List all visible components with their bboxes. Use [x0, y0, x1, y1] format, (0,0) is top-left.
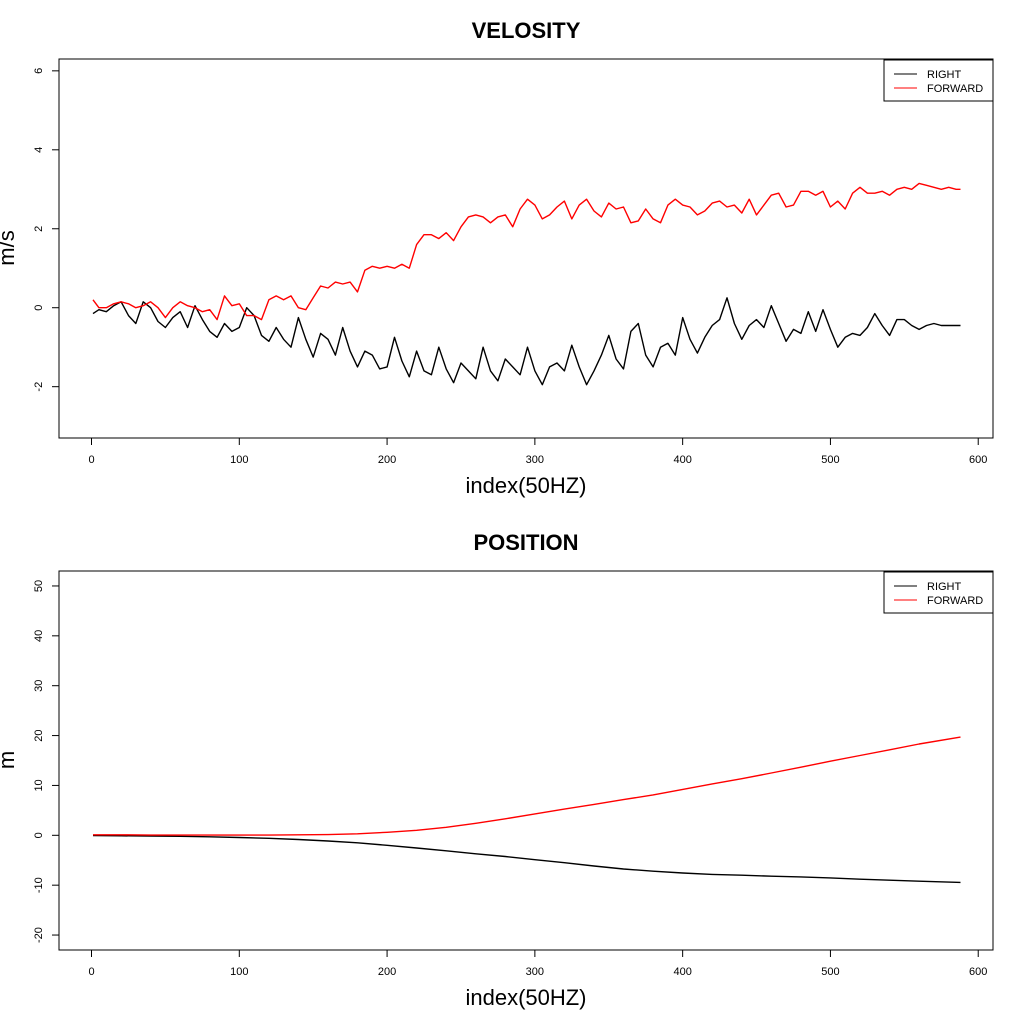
y-tick-label: -20 [33, 927, 45, 943]
x-tick-label: 600 [969, 966, 987, 978]
chart-title: POSITION [473, 530, 578, 555]
y-tick-label: 0 [33, 832, 45, 838]
y-axis-title: m/s [0, 230, 19, 265]
x-tick-label: 200 [378, 966, 396, 978]
y-tick-label: 20 [33, 729, 45, 741]
plot-frame [58, 570, 994, 951]
y-tick-label: 2 [33, 226, 45, 232]
y-tick-label: 40 [33, 630, 45, 642]
series-group [92, 736, 961, 884]
legend-label-forward: FORWARD [927, 83, 983, 95]
x-tick-label: 400 [673, 966, 691, 978]
y-tick-label: -10 [33, 877, 45, 893]
y-tick-label: 4 [33, 147, 45, 153]
position-chart: POSITION 0 100 200 300 400 500 600 -20 -10 0 10 20… [0, 530, 994, 1010]
x-tick-label: 300 [526, 966, 544, 978]
x-axis: 0 100 200 300 400 500 600 [88, 950, 987, 978]
x-tick-label: 400 [673, 454, 691, 466]
y-tick-label: 50 [33, 580, 45, 592]
plot-frame [58, 58, 994, 439]
x-axis-title: index(50HZ) [465, 473, 586, 498]
series-line-right [92, 297, 961, 386]
x-axis-title: index(50HZ) [465, 985, 586, 1010]
y-tick-label: 30 [33, 680, 45, 692]
legend-box [883, 571, 994, 614]
x-tick-label: 500 [821, 966, 839, 978]
legend-label-right: RIGHT [927, 581, 962, 593]
y-tick-label: -2 [33, 382, 45, 392]
x-tick-label: 300 [526, 454, 544, 466]
x-tick-label: 100 [230, 966, 248, 978]
legend-label-forward: FORWARD [927, 595, 983, 607]
legend-box [883, 59, 994, 102]
y-tick-label: 6 [33, 68, 45, 74]
series-line-forward [92, 182, 961, 321]
series-group [92, 182, 961, 386]
x-tick-label: 0 [88, 966, 94, 978]
legend: RIGHT FORWARD [883, 59, 994, 102]
x-tick-label: 100 [230, 454, 248, 466]
legend: RIGHT FORWARD [883, 571, 994, 614]
chart-title: VELOSITY [472, 18, 581, 43]
x-tick-label: 200 [378, 454, 396, 466]
legend-label-right: RIGHT [927, 69, 962, 81]
x-tick-label: 0 [88, 454, 94, 466]
y-tick-label: 10 [33, 779, 45, 791]
x-tick-label: 500 [821, 454, 839, 466]
series-line-right [92, 834, 961, 884]
y-axis-title: m [0, 751, 19, 769]
y-tick-label: 0 [33, 305, 45, 311]
velocity-chart: VELOSITY 0 100 200 300 400 500 600 -2 0 2 4 6 inde… [0, 18, 994, 498]
x-tick-label: 600 [969, 454, 987, 466]
series-line-forward [93, 736, 961, 836]
y-axis: -2 0 2 4 6 [33, 68, 59, 392]
y-axis: -20 -10 0 10 20 30 40 50 [33, 580, 59, 943]
x-axis: 0 100 200 300 400 500 600 [88, 438, 987, 466]
